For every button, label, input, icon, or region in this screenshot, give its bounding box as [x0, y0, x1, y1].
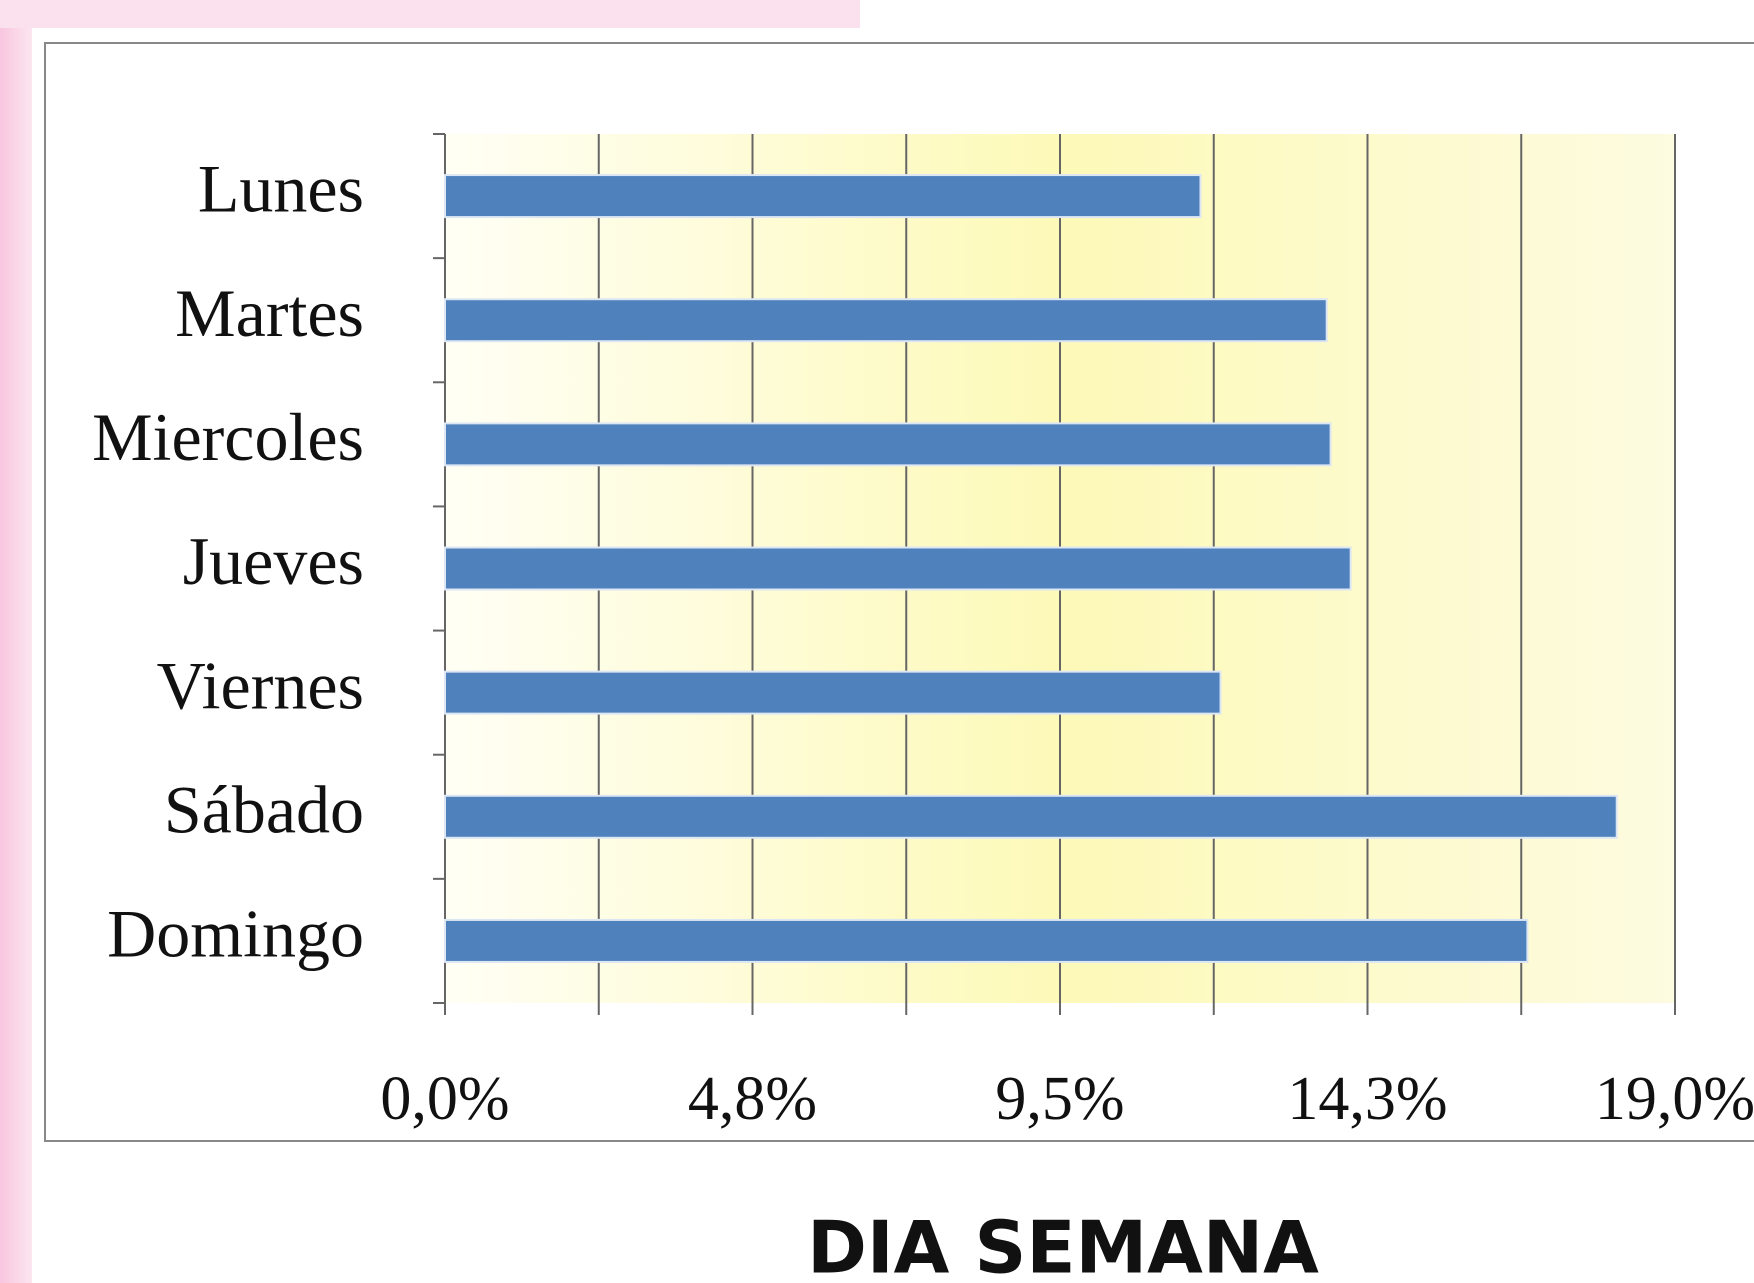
- y-tick-label: Jueves: [183, 523, 364, 599]
- x-tick-label: 4,8%: [688, 1065, 817, 1133]
- bar: [444, 670, 1222, 715]
- bar: [444, 794, 1618, 839]
- x-tick-label: 14,3%: [1287, 1065, 1447, 1133]
- y-tick-label: Miercoles: [92, 399, 364, 475]
- y-tick-label: Martes: [175, 275, 364, 351]
- chart-title: DIA SEMANA: [807, 1206, 1319, 1283]
- x-tick-label: 0,0%: [380, 1065, 509, 1133]
- x-tick-label: 19,0%: [1595, 1065, 1754, 1133]
- bar: [444, 298, 1328, 343]
- bar: [444, 174, 1202, 219]
- pink-strip: [0, 0, 32, 1283]
- y-tick-label: Domingo: [107, 896, 364, 972]
- bar: [444, 546, 1352, 591]
- bar: [444, 918, 1529, 963]
- y-tick-label: Viernes: [157, 647, 364, 723]
- x-tick-label: 9,5%: [995, 1065, 1124, 1133]
- y-tick-label: Sábado: [164, 771, 364, 847]
- bar: [444, 422, 1332, 467]
- pink-top: [0, 0, 860, 28]
- y-tick-label: Lunes: [198, 151, 364, 227]
